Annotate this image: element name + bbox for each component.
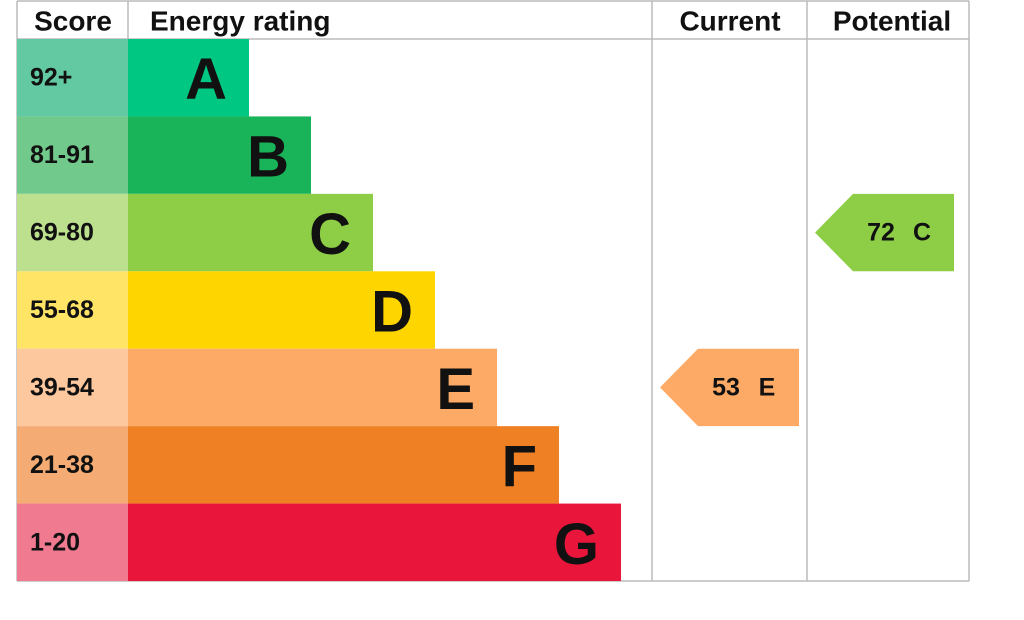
rating-letter: B: [247, 125, 289, 190]
score-label: 39-54: [30, 373, 94, 401]
rating-bar: [128, 348, 497, 427]
header-potential: Potential: [833, 6, 951, 37]
rating-bar: [128, 193, 373, 272]
score-label: 92+: [30, 64, 72, 92]
rating-bar: [128, 503, 621, 581]
score-label: 69-80: [30, 219, 94, 247]
score-cell: [17, 39, 128, 117]
header-current: Current: [679, 6, 780, 37]
rating-letter: C: [309, 202, 351, 267]
potential-value: 72: [867, 219, 895, 247]
score-cell: [17, 503, 128, 581]
score-cell: [17, 271, 128, 349]
header-rating: Energy rating: [150, 6, 330, 37]
rating-bar: [128, 116, 311, 194]
potential-arrow: [815, 193, 954, 272]
current-rating: E: [759, 373, 776, 401]
score-cell: [17, 426, 128, 504]
score-label: 55-68: [30, 296, 94, 324]
rating-letter: G: [554, 512, 599, 577]
score-label: 81-91: [30, 141, 94, 169]
rating-bar: [128, 39, 249, 117]
header-score: Score: [34, 6, 112, 37]
rating-bar: [128, 271, 435, 349]
rating-bar: [128, 426, 559, 504]
current-arrow: [660, 348, 799, 427]
score-cell: [17, 193, 128, 272]
score-label: 1-20: [30, 528, 80, 556]
current-value: 53: [712, 373, 740, 401]
rating-letter: D: [371, 280, 413, 345]
rating-letter: E: [436, 357, 475, 422]
score-cell: [17, 348, 128, 427]
score-label: 21-38: [30, 451, 94, 479]
potential-rating: C: [913, 219, 931, 247]
rating-letter: A: [185, 47, 227, 112]
score-cell: [17, 116, 128, 194]
rating-letter: F: [502, 434, 537, 499]
